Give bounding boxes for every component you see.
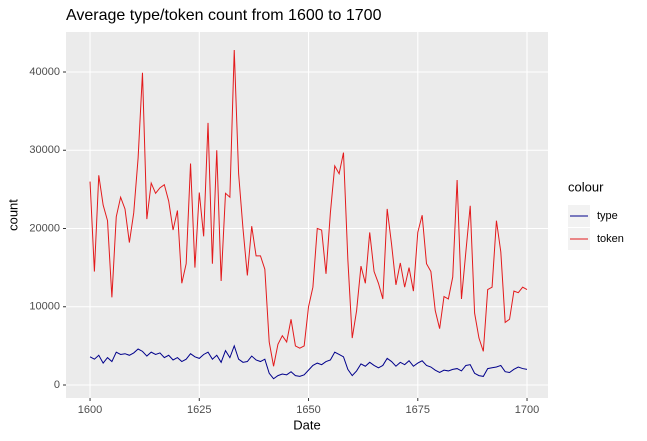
data-line xyxy=(89,344,528,380)
chart-title: Average type/token count from 1600 to 17… xyxy=(66,7,382,24)
x-tick-label: 1675 xyxy=(406,404,430,416)
legend-label: token xyxy=(597,233,624,245)
y-axis-label: count xyxy=(5,199,20,231)
y-tick-label: 30000 xyxy=(29,144,60,156)
data-line xyxy=(89,50,528,367)
legend-label: type xyxy=(597,210,618,222)
x-axis-label: Date xyxy=(293,417,320,432)
y-tick-label: 20000 xyxy=(29,222,60,234)
x-tick-label: 1625 xyxy=(187,404,211,416)
x-tick-label: 1650 xyxy=(296,404,320,416)
x-tick-label: 1700 xyxy=(515,404,539,416)
legend-title: colour xyxy=(568,179,604,194)
y-tick-label: 10000 xyxy=(29,301,60,313)
x-tick-label: 1600 xyxy=(78,404,102,416)
y-tick-label: 40000 xyxy=(29,66,60,78)
y-tick-label: 0 xyxy=(54,379,60,391)
panel xyxy=(66,32,548,398)
